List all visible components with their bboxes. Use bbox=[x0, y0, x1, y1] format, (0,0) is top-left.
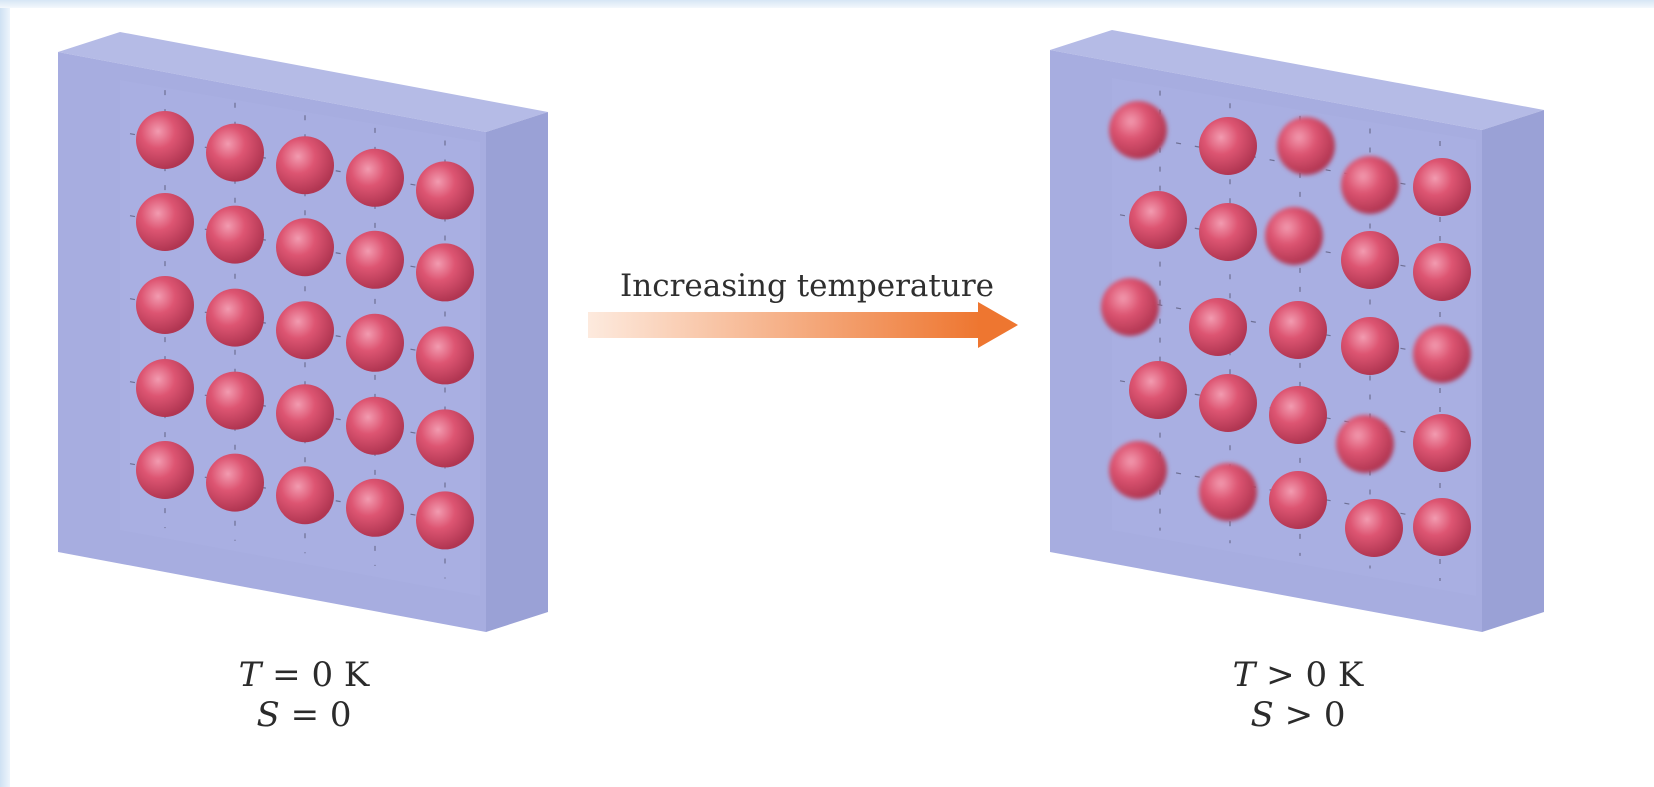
atom bbox=[1341, 156, 1399, 214]
atom bbox=[206, 372, 264, 430]
caption-right-t-var: T bbox=[1233, 655, 1256, 695]
caption-right: T > 0 K S > 0 bbox=[1188, 655, 1408, 735]
atom bbox=[136, 441, 194, 499]
caption-left-t-value: = 0 K bbox=[261, 655, 369, 695]
arrow-head bbox=[978, 302, 1018, 348]
atom bbox=[1199, 463, 1257, 521]
atom bbox=[1129, 361, 1187, 419]
atom bbox=[416, 161, 474, 219]
atom bbox=[276, 136, 334, 194]
atom bbox=[206, 206, 264, 264]
caption-left-s-var: S bbox=[256, 695, 279, 735]
atom bbox=[136, 359, 194, 417]
atom bbox=[1413, 158, 1471, 216]
atom bbox=[1269, 386, 1327, 444]
atom bbox=[276, 384, 334, 442]
atom bbox=[346, 149, 404, 207]
atom bbox=[346, 314, 404, 372]
atom bbox=[276, 301, 334, 359]
caption-left-t-var: T bbox=[239, 655, 262, 695]
atom bbox=[1277, 117, 1335, 175]
atom bbox=[1199, 117, 1257, 175]
atom bbox=[136, 111, 194, 169]
atom bbox=[1413, 243, 1471, 301]
atom bbox=[1199, 203, 1257, 261]
atom bbox=[1189, 298, 1247, 356]
atom bbox=[1101, 278, 1159, 336]
atom bbox=[206, 289, 264, 347]
atom bbox=[206, 124, 264, 182]
atom bbox=[206, 454, 264, 512]
atom bbox=[1345, 499, 1403, 557]
atom bbox=[416, 326, 474, 384]
atom bbox=[276, 218, 334, 276]
arrow-label: Increasing temperature bbox=[620, 268, 1040, 304]
atom bbox=[136, 276, 194, 334]
caption-left: T = 0 K S = 0 bbox=[194, 655, 414, 735]
crystal-right-side-face bbox=[1482, 110, 1544, 632]
crystal-right bbox=[1050, 30, 1544, 632]
caption-right-s-value: > 0 bbox=[1274, 695, 1346, 735]
atom bbox=[416, 243, 474, 301]
atom bbox=[346, 231, 404, 289]
atom bbox=[1269, 301, 1327, 359]
atom bbox=[1413, 414, 1471, 472]
atom bbox=[346, 479, 404, 537]
caption-right-temperature: T > 0 K bbox=[1188, 655, 1408, 695]
atom bbox=[346, 397, 404, 455]
atom bbox=[1265, 207, 1323, 265]
atom bbox=[416, 491, 474, 549]
temperature-arrow bbox=[588, 302, 1018, 348]
atom bbox=[1413, 325, 1471, 383]
atom bbox=[1109, 441, 1167, 499]
atom bbox=[1341, 231, 1399, 289]
crystal-left-side-face bbox=[486, 112, 548, 632]
caption-right-s-var: S bbox=[1250, 695, 1273, 735]
atom bbox=[416, 409, 474, 467]
atom bbox=[1269, 471, 1327, 529]
caption-left-s-value: = 0 bbox=[280, 695, 352, 735]
caption-right-t-value: > 0 K bbox=[1255, 655, 1363, 695]
atom bbox=[1341, 317, 1399, 375]
atom bbox=[1129, 191, 1187, 249]
atom bbox=[1199, 374, 1257, 432]
atom bbox=[1109, 101, 1167, 159]
caption-right-entropy: S > 0 bbox=[1188, 695, 1408, 735]
arrow-shaft bbox=[588, 312, 980, 338]
caption-left-temperature: T = 0 K bbox=[194, 655, 414, 695]
crystal-left bbox=[58, 32, 548, 632]
caption-left-entropy: S = 0 bbox=[194, 695, 414, 735]
atom bbox=[1413, 498, 1471, 556]
atom bbox=[276, 466, 334, 524]
atom bbox=[136, 193, 194, 251]
atom bbox=[1336, 415, 1394, 473]
